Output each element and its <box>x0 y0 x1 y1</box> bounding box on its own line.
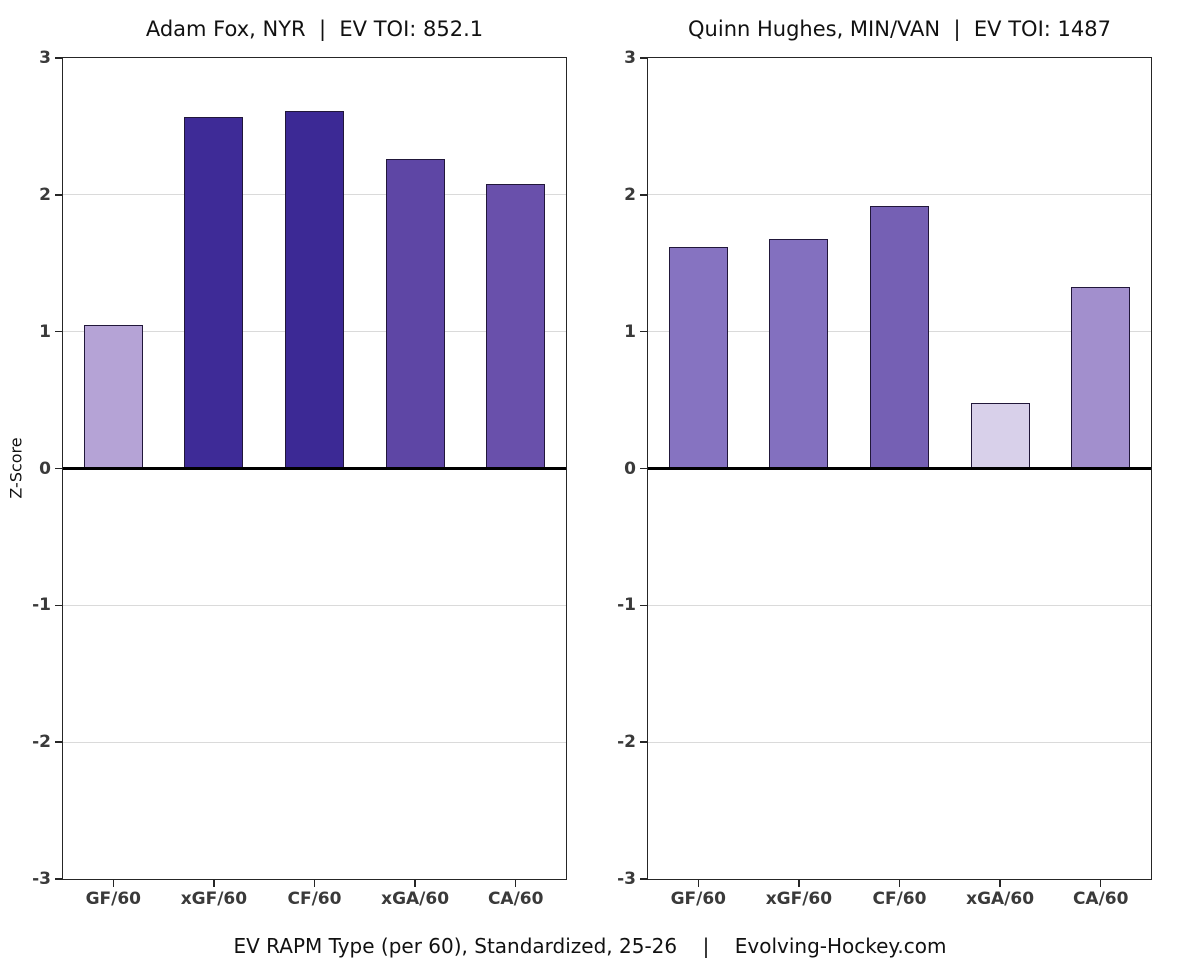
y-tick-mark <box>640 330 647 333</box>
bar-cf60 <box>870 205 929 470</box>
y-tick-label: -2 <box>617 732 636 753</box>
y-tick-mark <box>55 604 62 607</box>
x-tick-mark <box>697 880 700 887</box>
y-tick-label: 1 <box>39 321 51 342</box>
y-tick-label: -3 <box>617 869 636 889</box>
y-tick-label: 2 <box>624 184 636 205</box>
bar-cf60 <box>285 111 344 470</box>
y-tick-mark <box>640 878 647 880</box>
y-tick-mark <box>55 194 62 196</box>
y-tick-mark <box>640 57 647 59</box>
x-tick-mark <box>514 880 517 887</box>
x-tick-label: xGF/60 <box>765 889 833 909</box>
gridline <box>63 741 566 743</box>
y-tick-label: -3 <box>32 869 51 889</box>
x-tick-mark <box>414 880 416 887</box>
y-tick-mark <box>55 57 62 59</box>
bar-xga60 <box>970 402 1030 470</box>
x-tick-label: CA/60 <box>1072 889 1129 909</box>
y-tick-label: -1 <box>617 595 636 616</box>
x-tick-mark <box>999 880 1001 887</box>
chart-title-left: Adam Fox, NYR | EV TOI: 852.1 <box>145 17 484 41</box>
bar-ca60 <box>1071 286 1131 470</box>
y-tick-mark <box>55 878 62 880</box>
plot-area-right: 3 2 1 0 -1 -2 -3 GF/60 xGF/60 CF/60 xGA/60 CA/60 <box>617 48 1152 909</box>
y-tick-label: 1 <box>624 321 636 342</box>
y-tick-label: 0 <box>39 458 51 479</box>
y-tick-mark <box>55 467 62 470</box>
bar-gf60 <box>668 246 728 470</box>
gridline <box>648 604 1151 606</box>
gridline <box>648 194 1151 196</box>
y-tick-mark <box>640 741 647 743</box>
bar-xga60 <box>385 159 445 470</box>
y-tick-mark <box>55 741 62 743</box>
x-tick-label: CF/60 <box>287 889 342 909</box>
x-tick-mark <box>1099 880 1102 887</box>
bar-xgf60 <box>184 116 244 470</box>
gridline <box>63 604 566 606</box>
zero-line <box>63 467 566 470</box>
bar-xgf60 <box>769 238 829 470</box>
y-tick-label: -1 <box>32 595 51 616</box>
y-tick-label: 3 <box>39 48 51 68</box>
y-tick-mark <box>640 604 647 607</box>
x-tick-label: GF/60 <box>85 889 142 909</box>
bar-ca60 <box>486 183 546 470</box>
x-tick-mark <box>213 880 215 887</box>
y-tick-label: 0 <box>624 458 636 479</box>
x-tick-mark <box>898 880 901 887</box>
y-tick-label: -2 <box>32 732 51 753</box>
x-tick-label: GF/60 <box>670 889 727 909</box>
zero-line <box>648 467 1151 470</box>
x-tick-label: xGA/60 <box>381 889 450 909</box>
x-tick-label: xGF/60 <box>180 889 248 909</box>
y-tick-mark <box>640 194 647 196</box>
figure-caption: EV RAPM Type (per 60), Standardized, 25-… <box>233 934 947 958</box>
x-tick-mark <box>313 880 316 887</box>
x-tick-mark <box>112 880 115 887</box>
y-tick-label: 3 <box>624 48 636 68</box>
bar-gf60 <box>83 324 143 470</box>
y-tick-label: 2 <box>39 184 51 205</box>
plot-area-left: 3 2 1 0 -1 -2 -3 GF/60 xGF/60 CF/60 xGA/60 CA/60 <box>32 48 567 909</box>
chart-title-right: Quinn Hughes, MIN/VAN | EV TOI: 1487 <box>688 17 1111 41</box>
x-tick-label: xGA/60 <box>966 889 1035 909</box>
y-tick-mark <box>640 467 647 470</box>
gridline <box>648 741 1151 743</box>
x-tick-label: CA/60 <box>487 889 544 909</box>
x-tick-mark <box>798 880 800 887</box>
y-tick-mark <box>55 330 62 333</box>
x-tick-label: CF/60 <box>872 889 927 909</box>
